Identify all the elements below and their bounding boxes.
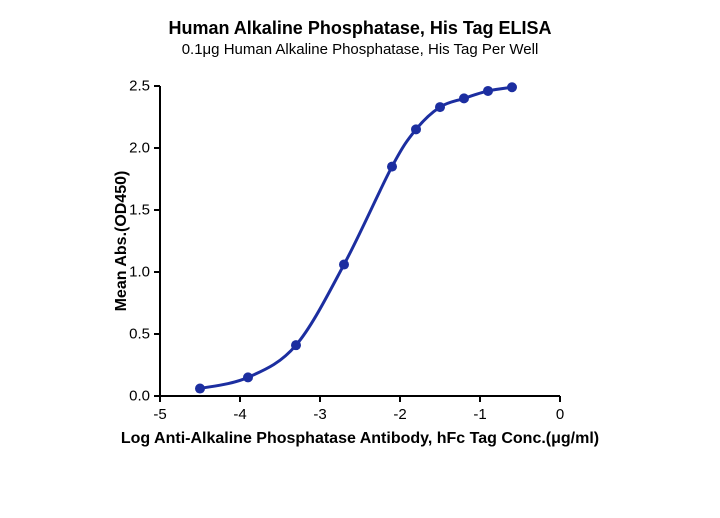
- x-tick-label: -1: [473, 406, 486, 423]
- chart-svg: [160, 86, 560, 396]
- y-tick-label: 0.5: [129, 326, 150, 343]
- y-tick-label: 1.0: [129, 264, 150, 281]
- series-line: [200, 87, 512, 388]
- chart-container: Mean Abs.(OD450) Log Anti-Alkaline Phosp…: [160, 86, 560, 396]
- x-tick-label: 0: [556, 406, 564, 423]
- data-point: [507, 82, 517, 92]
- data-point: [387, 162, 397, 172]
- x-tick-label: -2: [393, 406, 406, 423]
- x-tick-label: -4: [233, 406, 246, 423]
- chart-subtitle: 0.1μg Human Alkaline Phosphatase, His Ta…: [182, 41, 539, 58]
- x-tick-label: -5: [153, 406, 166, 423]
- data-point: [435, 102, 445, 112]
- data-point: [291, 340, 301, 350]
- data-point: [195, 384, 205, 394]
- y-tick-label: 2.0: [129, 140, 150, 157]
- chart-title: Human Alkaline Phosphatase, His Tag ELIS…: [168, 18, 551, 39]
- y-tick-label: 1.5: [129, 202, 150, 219]
- data-point: [243, 372, 253, 382]
- y-tick-label: 0.0: [129, 388, 150, 405]
- y-axis-label: Mean Abs.(OD450): [113, 171, 131, 312]
- data-point: [339, 260, 349, 270]
- y-tick-label: 2.5: [129, 78, 150, 95]
- data-point: [459, 93, 469, 103]
- data-point: [411, 124, 421, 134]
- data-point: [483, 86, 493, 96]
- x-axis-label: Log Anti-Alkaline Phosphatase Antibody, …: [121, 430, 599, 448]
- x-tick-label: -3: [313, 406, 326, 423]
